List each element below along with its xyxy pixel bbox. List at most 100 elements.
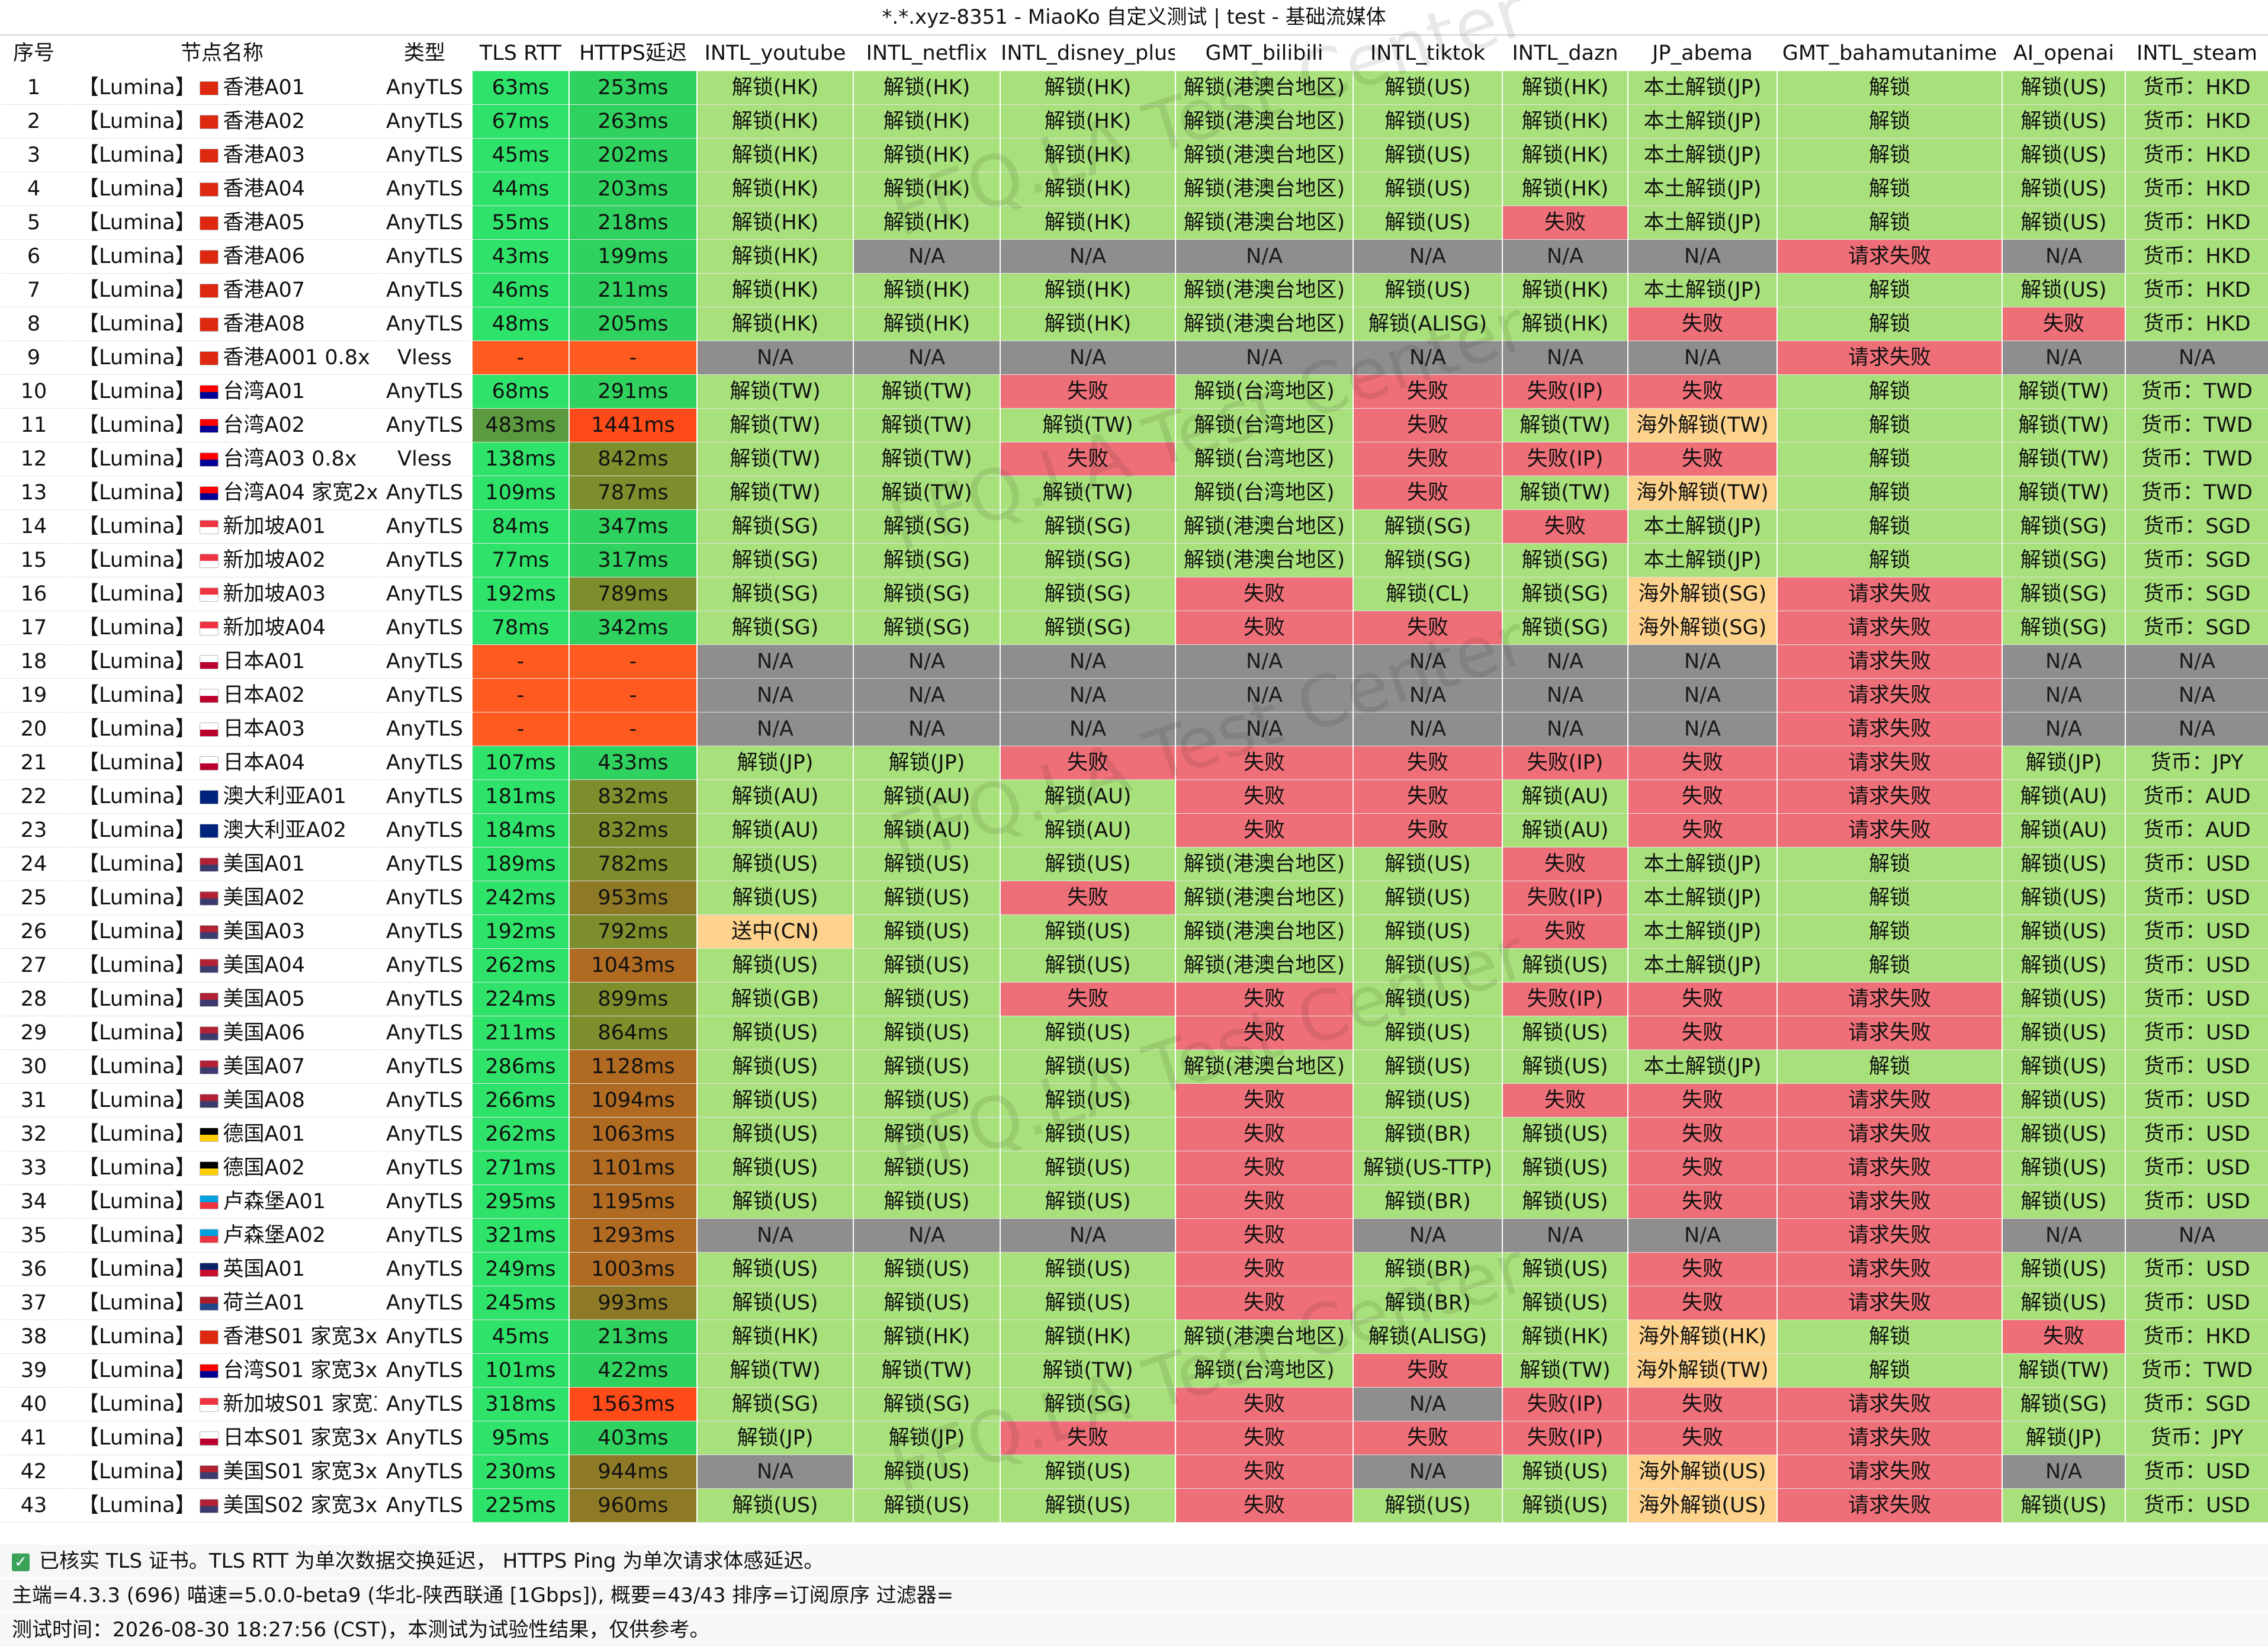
table-row[interactable]: 16 【Lumina】 新加坡A03 AnyTLS 192ms 789ms 解锁(SG) 解锁… xyxy=(0,577,2268,611)
table-row[interactable]: 35 【Lumina】 卢森堡A02 AnyTLS 321ms 1293ms N/A N/A N… xyxy=(0,1218,2268,1253)
table-row[interactable]: 19 【Lumina】 日本A02 AnyTLS - - N/A N/A N/A N/A N/A N/… xyxy=(0,678,2268,712)
table-row[interactable]: 1 【Lumina】 香港A01 AnyTLS 63ms 253ms 解锁(HK) 解锁(HK… xyxy=(0,70,2268,105)
table-row[interactable]: 29 【Lumina】 美国A06 AnyTLS 211ms 864ms 解锁(US) 解锁(… xyxy=(0,1016,2268,1050)
unlock-result-cell: 失败 xyxy=(1175,779,1354,814)
https-latency-cell: 789ms xyxy=(568,577,698,611)
node-type: AnyTLS xyxy=(377,948,473,983)
unlock-result-cell: 失败 xyxy=(1175,1455,1354,1489)
unlock-result-cell: 解锁(HK) xyxy=(853,1320,1001,1354)
table-row[interactable]: 9 【Lumina】 香港A001 0.8x Vless - - N/A N/A N/A N/A N… xyxy=(0,341,2268,375)
table-row[interactable]: 10 【Lumina】 台湾A01 AnyTLS 68ms 291ms 解锁(TW) 解锁(T… xyxy=(0,374,2268,409)
column-header[interactable]: HTTPS延迟 xyxy=(568,36,698,71)
table-row[interactable]: 33 【Lumina】 德国A02 AnyTLS 271ms 1101ms 解锁(US) 解锁… xyxy=(0,1151,2268,1185)
unlock-result-cell: 解锁(HK) xyxy=(853,206,1001,240)
table-row[interactable]: 39 【Lumina】 台湾S01 家宽3x AnyTLS 101ms 422ms 解锁(T… xyxy=(0,1353,2268,1388)
node-prefix: 【Lumina】 xyxy=(78,1122,196,1146)
unlock-result-cell: 解锁(港澳台地区) xyxy=(1175,206,1354,240)
unlock-result-cell: N/A xyxy=(696,644,854,679)
unlock-result-cell: 解锁(HK) xyxy=(1502,70,1628,105)
unlock-result-cell: 解锁(ALISG) xyxy=(1353,307,1503,341)
table-row[interactable]: 8 【Lumina】 香港A08 AnyTLS 48ms 205ms 解锁(HK) 解锁(HK… xyxy=(0,307,2268,341)
column-header[interactable]: 类型 xyxy=(377,36,473,71)
table-row[interactable]: 11 【Lumina】 台湾A02 AnyTLS 483ms 1441ms 解锁(TW) 解锁… xyxy=(0,408,2268,442)
tls-rtt-cell: 262ms xyxy=(471,948,570,983)
table-row[interactable]: 21 【Lumina】 日本A04 AnyTLS 107ms 433ms 解锁(JP) 解锁(… xyxy=(0,746,2268,780)
flag-icon xyxy=(199,1364,219,1378)
unlock-result-cell: 解锁(AU) xyxy=(853,779,1001,814)
table-row[interactable]: 36 【Lumina】 英国A01 AnyTLS 249ms 1003ms 解锁(US) 解锁… xyxy=(0,1252,2268,1286)
table-row[interactable]: 13 【Lumina】 台湾A04 家宽2x AnyTLS 109ms 787ms 解锁(T… xyxy=(0,476,2268,510)
table-row[interactable]: 40【Lumina】新加坡S01 家宽3xAnyTLS318ms1563ms解锁… xyxy=(0,1387,2268,1421)
unlock-result-cell: 货币：HKD xyxy=(2125,206,2268,240)
column-header[interactable]: INTL_disney_plus xyxy=(1000,36,1176,71)
unlock-result-cell: 解锁(HK) xyxy=(853,307,1001,341)
table-row[interactable]: 18 【Lumina】 日本A01 AnyTLS - - N/A N/A N/A N/A N/A N/… xyxy=(0,644,2268,679)
table-row[interactable]: 28 【Lumina】 美国A05 AnyTLS 224ms 899ms 解锁(GB) 解锁(… xyxy=(0,982,2268,1016)
unlock-result-cell: 货币：TWD xyxy=(2125,476,2268,510)
table-row[interactable]: 41 【Lumina】 日本S01 家宽3x AnyTLS 95ms 403ms 解锁(JP… xyxy=(0,1421,2268,1455)
table-row[interactable]: 15 【Lumina】 新加坡A02 AnyTLS 77ms 317ms 解锁(SG) 解锁(… xyxy=(0,543,2268,577)
table-row[interactable]: 7 【Lumina】 香港A07 AnyTLS 46ms 211ms 解锁(HK) 解锁(HK… xyxy=(0,273,2268,307)
node-name-cell: 【Lumina】 美国A02 xyxy=(66,881,378,915)
table-row[interactable]: 3 【Lumina】 香港A03 AnyTLS 45ms 202ms 解锁(HK) 解锁(HK… xyxy=(0,138,2268,172)
column-header[interactable]: INTL_netflix xyxy=(853,36,1001,71)
column-header[interactable]: 序号 xyxy=(0,36,68,71)
table-row[interactable]: 43 【Lumina】 美国S02 家宽3x AnyTLS 225ms 960ms 解锁(U… xyxy=(0,1488,2268,1523)
unlock-result-cell: 解锁(US) xyxy=(1353,847,1503,881)
unlock-result-cell: 失败 xyxy=(1353,1421,1503,1455)
column-header[interactable]: 节点名称 xyxy=(66,36,378,71)
node-type: AnyTLS xyxy=(377,847,473,881)
table-row[interactable]: 6 【Lumina】 香港A06 AnyTLS 43ms 199ms 解锁(HK) N/A N/… xyxy=(0,239,2268,274)
table-row[interactable]: 12 【Lumina】 台湾A03 0.8x Vless 138ms 842ms 解锁(TW… xyxy=(0,442,2268,476)
column-header[interactable]: JP_abema xyxy=(1627,36,1778,71)
unlock-result-cell: N/A xyxy=(853,239,1001,274)
node-name-cell: 【Lumina】 台湾S01 家宽3x xyxy=(66,1353,378,1388)
table-row[interactable]: 30 【Lumina】 美国A07 AnyTLS 286ms 1128ms 解锁(US) 解锁… xyxy=(0,1049,2268,1084)
unlock-result-cell: 解锁(GB) xyxy=(696,982,854,1016)
unlock-result-cell: 解锁(港澳台地区) xyxy=(1175,104,1354,139)
flag-icon xyxy=(199,81,219,95)
table-row[interactable]: 5 【Lumina】 香港A05 AnyTLS 55ms 218ms 解锁(HK) 解锁(HK… xyxy=(0,206,2268,240)
column-header[interactable]: TLS RTT xyxy=(471,36,570,71)
node-label: 日本S01 家宽3x xyxy=(223,1426,377,1450)
row-index: 25 xyxy=(0,881,68,915)
table-row[interactable]: 4 【Lumina】 香港A04 AnyTLS 44ms 203ms 解锁(HK) 解锁(HK… xyxy=(0,172,2268,206)
table-row[interactable]: 22 【Lumina】 澳大利亚A01 AnyTLS 181ms 832ms 解锁(AU) 解… xyxy=(0,779,2268,814)
unlock-result-cell: 解锁(US) xyxy=(853,1455,1001,1489)
table-row[interactable]: 26 【Lumina】 美国A03 AnyTLS 192ms 792ms 送中(CN) 解锁(… xyxy=(0,914,2268,949)
table-row[interactable]: 14 【Lumina】 新加坡A01 AnyTLS 84ms 347ms 解锁(SG) 解锁(… xyxy=(0,509,2268,544)
table-row[interactable]: 24 【Lumina】 美国A01 AnyTLS 189ms 782ms 解锁(US) 解锁(… xyxy=(0,847,2268,881)
column-header[interactable]: INTL_youtube xyxy=(696,36,854,71)
row-index: 16 xyxy=(0,577,68,611)
unlock-result-cell: 货币：USD xyxy=(2125,1488,2268,1523)
node-name-cell: 【Lumina】 日本A04 xyxy=(66,746,378,780)
table-row[interactable]: 38 【Lumina】 香港S01 家宽3x AnyTLS 45ms 213ms 解锁(HK… xyxy=(0,1320,2268,1354)
node-type: AnyTLS xyxy=(377,1286,473,1320)
table-row[interactable]: 2 【Lumina】 香港A02 AnyTLS 67ms 263ms 解锁(HK) 解锁(HK… xyxy=(0,104,2268,139)
table-row[interactable]: 20 【Lumina】 日本A03 AnyTLS - - N/A N/A N/A N/A N/A N/… xyxy=(0,712,2268,746)
table-row[interactable]: 17 【Lumina】 新加坡A04 AnyTLS 78ms 342ms 解锁(SG) 解锁(… xyxy=(0,611,2268,645)
table-row[interactable]: 27 【Lumina】 美国A04 AnyTLS 262ms 1043ms 解锁(US) 解锁… xyxy=(0,948,2268,983)
unlock-result-cell: N/A xyxy=(1353,1218,1503,1253)
table-row[interactable]: 32 【Lumina】 德国A01 AnyTLS 262ms 1063ms 解锁(US) 解锁… xyxy=(0,1117,2268,1151)
column-header[interactable]: AI_openai xyxy=(2002,36,2126,71)
table-row[interactable]: 34 【Lumina】 卢森堡A01 AnyTLS 295ms 1195ms 解锁(US) 解… xyxy=(0,1184,2268,1219)
unlock-result-cell: 失败 xyxy=(1175,1117,1354,1151)
table-row[interactable]: 42 【Lumina】 美国S01 家宽3x AnyTLS 230ms 944ms N/A 解… xyxy=(0,1455,2268,1489)
unlock-result-cell: 解锁(台湾地区) xyxy=(1175,374,1354,409)
unlock-result-cell: 解锁(US) xyxy=(2002,273,2126,307)
column-header[interactable]: INTL_tiktok xyxy=(1353,36,1503,71)
column-header[interactable]: GMT_bilibili xyxy=(1175,36,1354,71)
column-header[interactable]: GMT_bahamutanime xyxy=(1777,36,2003,71)
column-header[interactable]: INTL_steam xyxy=(2125,36,2268,71)
unlock-result-cell: 货币：TWD xyxy=(2125,442,2268,476)
unlock-result-cell: 请求失败 xyxy=(1777,1184,2003,1219)
unlock-result-cell: 解锁(TW) xyxy=(853,374,1001,409)
table-row[interactable]: 31 【Lumina】 美国A08 AnyTLS 266ms 1094ms 解锁(US) 解锁… xyxy=(0,1083,2268,1118)
column-header[interactable]: INTL_dazn xyxy=(1502,36,1628,71)
unlock-result-cell: 解锁(US) xyxy=(1353,138,1503,172)
table-row[interactable]: 37 【Lumina】 荷兰A01 AnyTLS 245ms 993ms 解锁(US) 解锁(… xyxy=(0,1286,2268,1320)
unlock-result-cell: 失败 xyxy=(1175,982,1354,1016)
table-row[interactable]: 23 【Lumina】 澳大利亚A02 AnyTLS 184ms 832ms 解锁(AU) 解… xyxy=(0,813,2268,848)
table-row[interactable]: 25 【Lumina】 美国A02 AnyTLS 242ms 953ms 解锁(US) 解锁(… xyxy=(0,881,2268,915)
